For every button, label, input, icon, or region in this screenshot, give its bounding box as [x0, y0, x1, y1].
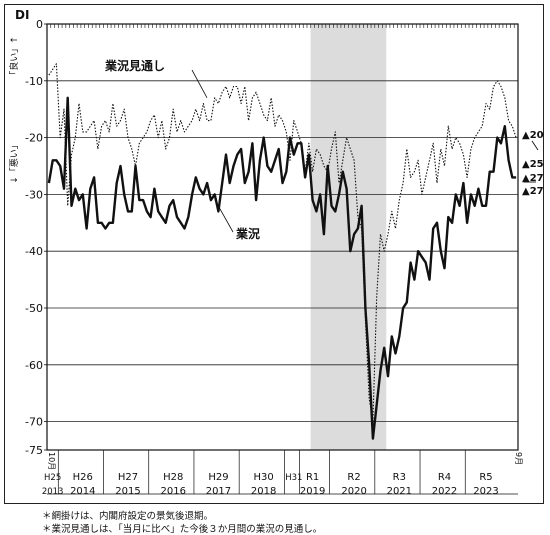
- x-era-label: R1: [306, 472, 319, 483]
- y-tick-label: -10: [25, 75, 43, 88]
- leader-line-gyokyo: [214, 199, 234, 233]
- y-tick-label: -50: [25, 302, 43, 315]
- y-tick-label: 0: [36, 18, 43, 31]
- x-year-label: 2017: [206, 486, 231, 497]
- end-value-annotation: ▲20: [522, 130, 544, 141]
- y-tick-label: -30: [25, 188, 43, 201]
- y-tick-label: -20: [25, 132, 43, 145]
- x-era-label: H31: [285, 473, 302, 483]
- series-line-gyokyo: [47, 96, 517, 440]
- x-year-label: 2022: [432, 486, 457, 497]
- footnote-outlook: ＊業況見通しは、「当月に比べ」た今後３か月間の業況の見通し。: [42, 524, 323, 535]
- x-year-label: 2013: [42, 487, 64, 497]
- plot-area: [46, 23, 519, 451]
- x-year-label: 2014: [70, 486, 95, 497]
- annotation-arrow: [531, 140, 539, 151]
- x-year-label: 2021: [387, 486, 412, 497]
- end-value-annotation: ▲27: [522, 186, 544, 197]
- y-tick-label: -60: [25, 359, 43, 372]
- y-tick-label: -40: [25, 245, 43, 258]
- y-tick-label: -75: [25, 444, 43, 457]
- line-chart: 0 -10 -20 -30 -40 -50 -60 -70 -75 DI 「良い」↑ ↓「悪い」 H25…: [8, 8, 544, 497]
- y-axis-good-label: 「良い」↑: [8, 36, 20, 80]
- x-era-label: H30: [254, 472, 274, 483]
- y-axis-bad-label: ↓「悪い」: [9, 140, 20, 184]
- x-era-label: H28: [163, 472, 183, 483]
- end-value-annotation: ▲25: [522, 159, 544, 170]
- x-year-label: 2019: [300, 486, 325, 497]
- x-year-label: 2020: [341, 486, 366, 497]
- series-label-outlook: 業況見通し: [104, 58, 165, 73]
- x-start-month-label: 10月: [47, 452, 56, 470]
- x-era-label: R3: [393, 472, 406, 483]
- leader-line-outlook: [191, 69, 208, 99]
- chart-frame: [4, 4, 544, 504]
- x-year-label: 2016: [161, 486, 186, 497]
- y-tick-label: -70: [25, 416, 43, 429]
- end-value-annotation: ▲27: [522, 173, 544, 184]
- x-year-label: 2023: [473, 486, 498, 497]
- x-era-label: R2: [347, 472, 360, 483]
- x-end-month-label: 9月: [514, 452, 523, 465]
- footnote-shading: ＊網掛けは、内閣府設定の景気後退期。: [42, 511, 214, 522]
- x-year-label: 2015: [115, 486, 140, 497]
- x-year-label: 2018: [251, 486, 276, 497]
- x-era-label: H27: [118, 472, 138, 483]
- x-era-label: H26: [73, 472, 93, 483]
- x-era-label: H29: [208, 472, 228, 483]
- x-era-label: H25: [44, 473, 61, 483]
- series-label-gyokyo: 業況: [235, 226, 260, 241]
- series-line-outlook: [48, 63, 517, 423]
- x-era-label: R4: [438, 472, 451, 483]
- x-era-label: R5: [479, 472, 492, 483]
- y-axis-title: DI: [15, 8, 29, 22]
